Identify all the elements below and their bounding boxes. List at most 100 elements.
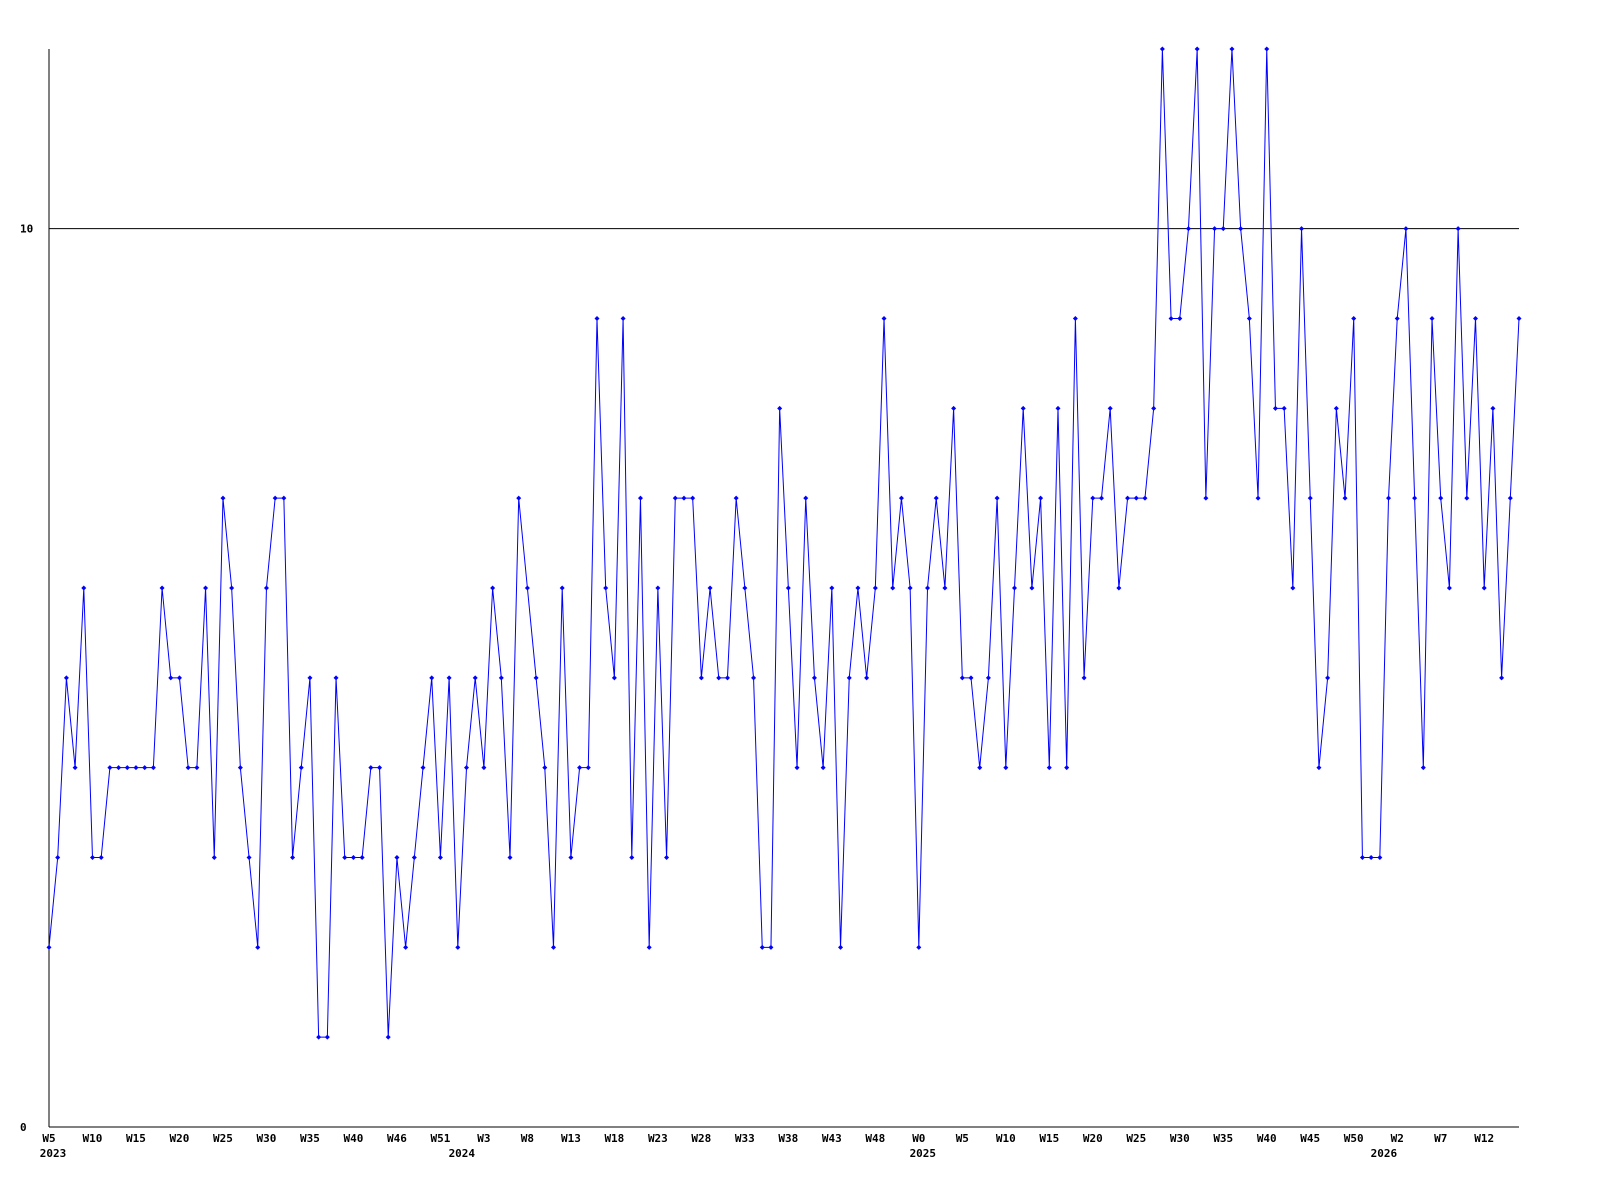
point	[89, 855, 95, 860]
year-label: 2024	[449, 1147, 476, 1160]
x-tick-label: W8	[521, 1132, 534, 1145]
point	[524, 585, 530, 591]
point	[733, 495, 739, 501]
x-tick-label: W50	[1344, 1132, 1364, 1145]
point	[1212, 226, 1218, 232]
year-label: 2026	[1371, 1147, 1398, 1160]
point	[1412, 495, 1418, 501]
point	[1064, 765, 1070, 771]
point	[98, 855, 104, 860]
point	[1029, 585, 1035, 591]
point	[1098, 495, 1104, 501]
x-tick-label: W25	[213, 1132, 233, 1145]
point	[872, 585, 878, 591]
point	[1307, 495, 1313, 501]
point	[898, 495, 904, 501]
point	[298, 765, 304, 771]
point	[324, 1034, 330, 1040]
point	[1403, 226, 1409, 232]
x-tick-label: W40	[1257, 1132, 1277, 1145]
point	[1125, 495, 1131, 501]
point	[385, 1034, 391, 1040]
point	[168, 675, 174, 681]
point	[585, 765, 591, 771]
point	[1264, 46, 1270, 52]
point	[594, 316, 600, 321]
point	[724, 675, 730, 681]
year-label: 2023	[40, 1147, 67, 1160]
x-tick-label: W30	[1170, 1132, 1190, 1145]
point	[785, 585, 791, 591]
point	[838, 944, 844, 950]
point	[437, 855, 443, 860]
point	[498, 675, 504, 681]
point	[281, 495, 287, 501]
point	[846, 675, 852, 681]
point	[820, 765, 826, 771]
point	[1386, 495, 1392, 501]
point	[1038, 495, 1044, 501]
point	[559, 585, 565, 591]
point	[1420, 765, 1426, 771]
x-tick-label: W28	[691, 1132, 711, 1145]
point	[907, 585, 913, 591]
point	[1107, 405, 1113, 411]
point	[1168, 316, 1174, 321]
x-tick-label: W43	[822, 1132, 842, 1145]
point	[1203, 495, 1209, 501]
point	[81, 585, 87, 591]
point	[72, 765, 78, 771]
point	[811, 675, 817, 681]
point	[777, 405, 783, 411]
point	[1081, 675, 1087, 681]
point	[1003, 765, 1009, 771]
point	[142, 765, 148, 771]
point	[290, 855, 296, 860]
point	[472, 675, 478, 681]
point	[1351, 316, 1357, 321]
x-tick-label: W18	[604, 1132, 624, 1145]
point	[577, 765, 583, 771]
point	[1246, 316, 1252, 321]
x-tick-label: W10	[996, 1132, 1016, 1145]
point	[968, 675, 974, 681]
point	[1177, 316, 1183, 321]
point	[246, 855, 252, 860]
point	[368, 765, 374, 771]
x-tick-label: W25	[1126, 1132, 1146, 1145]
point	[203, 585, 209, 591]
point	[429, 675, 435, 681]
point	[759, 944, 765, 950]
point	[655, 585, 661, 591]
point	[46, 944, 52, 950]
point	[959, 675, 965, 681]
point	[507, 855, 513, 860]
x-tick-label: W48	[865, 1132, 885, 1145]
x-tick-label: W35	[1213, 1132, 1233, 1145]
point	[637, 495, 643, 501]
point	[185, 765, 191, 771]
point	[394, 855, 400, 860]
point	[1194, 46, 1200, 52]
point	[698, 675, 704, 681]
point	[420, 765, 426, 771]
point	[620, 316, 626, 321]
point	[925, 585, 931, 591]
x-tick-label: W33	[735, 1132, 755, 1145]
point	[672, 495, 678, 501]
point	[516, 495, 522, 501]
point	[272, 495, 278, 501]
y-tick-label: 10	[20, 223, 33, 236]
point	[490, 585, 496, 591]
point	[446, 675, 452, 681]
x-tick-label: W5	[42, 1132, 55, 1145]
point	[1142, 495, 1148, 501]
point	[263, 585, 269, 591]
point	[307, 675, 313, 681]
point	[690, 495, 696, 501]
point	[542, 765, 548, 771]
point	[1272, 405, 1278, 411]
point	[533, 675, 539, 681]
point	[1359, 855, 1365, 860]
